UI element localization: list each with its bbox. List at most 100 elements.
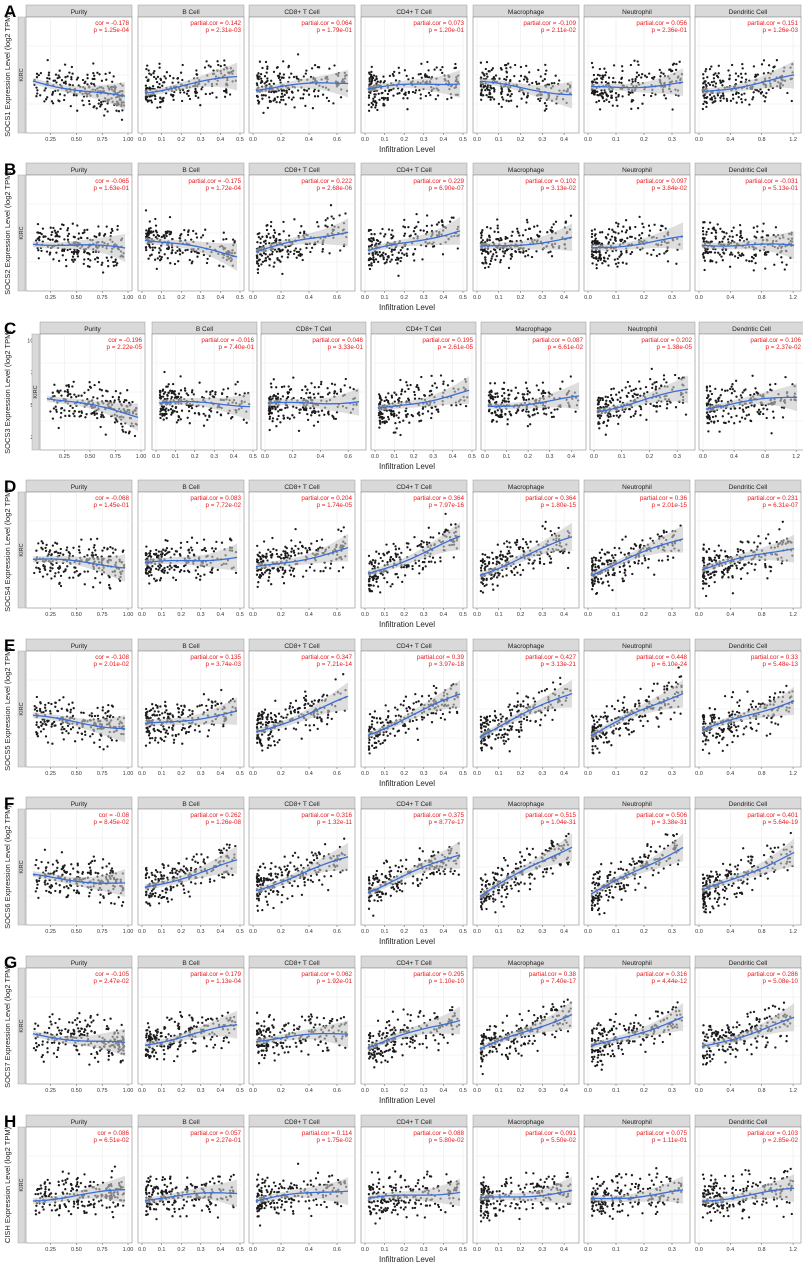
data-point xyxy=(48,72,50,74)
data-point xyxy=(414,92,416,94)
data-point xyxy=(539,231,541,233)
data-point xyxy=(111,81,113,83)
data-point xyxy=(166,417,168,419)
data-point xyxy=(753,235,755,237)
data-point xyxy=(206,262,208,264)
data-point xyxy=(76,78,78,80)
data-point xyxy=(722,237,724,239)
data-point xyxy=(504,252,506,254)
data-point xyxy=(118,396,120,398)
data-point xyxy=(604,91,606,93)
x-tick-label: 1.00 xyxy=(123,612,134,618)
data-point xyxy=(160,409,162,411)
data-point xyxy=(196,91,198,93)
data-point xyxy=(222,265,224,267)
data-point xyxy=(38,239,40,241)
data-point xyxy=(371,264,373,266)
data-point xyxy=(654,93,656,95)
data-point xyxy=(638,216,640,218)
data-point xyxy=(489,93,491,95)
data-point xyxy=(678,377,680,379)
data-point xyxy=(35,95,37,97)
data-point xyxy=(752,96,754,98)
data-point xyxy=(621,65,623,67)
data-point xyxy=(541,392,543,394)
data-point xyxy=(89,259,91,261)
data-point xyxy=(301,389,303,391)
data-point xyxy=(71,72,73,74)
data-point xyxy=(709,68,711,70)
data-point xyxy=(340,388,342,390)
data-point xyxy=(172,95,174,97)
data-point xyxy=(419,229,421,231)
data-point xyxy=(629,253,631,255)
data-point xyxy=(642,226,644,228)
data-point xyxy=(256,95,258,97)
data-point xyxy=(759,411,761,413)
data-point xyxy=(427,410,429,412)
data-point xyxy=(592,66,594,68)
data-point xyxy=(622,262,624,264)
cancer-label: KIRC xyxy=(19,68,25,81)
data-point xyxy=(736,102,738,104)
data-point xyxy=(276,96,278,98)
x-tick-label: 0.5 xyxy=(459,137,467,143)
data-point xyxy=(417,221,419,223)
data-point xyxy=(274,408,276,410)
data-point xyxy=(64,415,66,417)
data-point xyxy=(198,382,200,384)
x-tick-label: 1.00 xyxy=(123,295,134,301)
data-point xyxy=(598,257,600,259)
data-point xyxy=(87,252,89,254)
data-point xyxy=(660,225,662,227)
x-tick-label: 0.1 xyxy=(391,454,399,460)
data-point xyxy=(732,236,734,238)
data-point xyxy=(741,76,743,78)
data-point xyxy=(731,253,733,255)
data-point xyxy=(155,78,157,80)
data-point xyxy=(162,395,164,397)
data-point xyxy=(368,96,370,98)
data-point xyxy=(527,254,529,256)
data-point xyxy=(424,76,426,78)
data-point xyxy=(374,96,376,98)
data-point xyxy=(403,219,405,221)
data-point xyxy=(527,94,529,96)
data-point xyxy=(178,393,180,395)
data-point xyxy=(282,99,284,101)
data-point xyxy=(216,411,218,413)
data-point xyxy=(154,246,156,248)
data-point xyxy=(285,103,287,105)
data-point xyxy=(124,399,126,401)
data-point xyxy=(259,238,261,240)
data-point xyxy=(277,410,279,412)
data-point xyxy=(313,90,315,92)
data-point xyxy=(641,103,643,105)
data-point xyxy=(71,385,73,387)
data-point xyxy=(293,218,295,220)
data-point xyxy=(511,253,513,255)
cancer-label: KIRC xyxy=(19,543,25,556)
data-point xyxy=(295,247,297,249)
data-point xyxy=(406,75,408,77)
data-point xyxy=(656,255,658,257)
data-point xyxy=(406,97,408,99)
x-tick-label: 0.2 xyxy=(640,137,648,143)
data-point xyxy=(603,257,605,259)
data-point xyxy=(399,421,401,423)
data-point xyxy=(494,259,496,261)
data-point xyxy=(184,249,186,251)
data-point xyxy=(488,410,490,412)
x-tick-label: 0.0 xyxy=(361,295,369,301)
data-point xyxy=(177,260,179,262)
data-point xyxy=(314,386,316,388)
data-point xyxy=(70,76,72,78)
data-point xyxy=(702,230,704,232)
data-point xyxy=(98,233,100,235)
x-tick-label: 0.4 xyxy=(305,137,313,143)
data-point xyxy=(35,239,37,241)
data-point xyxy=(621,238,623,240)
data-point xyxy=(713,95,715,97)
data-point xyxy=(161,85,163,87)
data-point xyxy=(54,235,56,237)
